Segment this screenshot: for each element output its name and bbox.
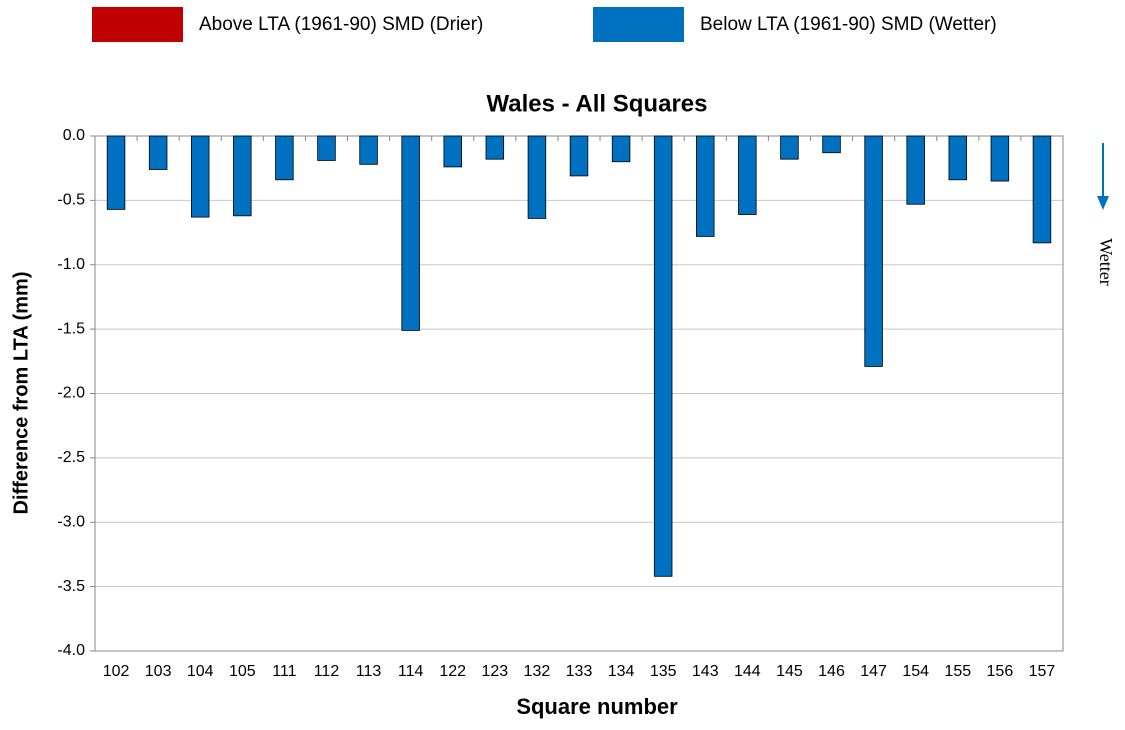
legend-swatch (593, 7, 684, 42)
x-tick-label: 144 (734, 663, 761, 680)
bar (106, 135, 126, 210)
x-tick-label: 114 (398, 663, 424, 680)
x-tick-label: 146 (818, 663, 845, 680)
x-axis-label: Square number (516, 694, 678, 719)
x-tick-label: 156 (987, 663, 1014, 680)
legend-label: Below LTA (1961-90) SMD (Wetter) (700, 14, 997, 35)
annotation: Wetter (1096, 238, 1116, 286)
x-tick-label: 112 (314, 663, 340, 680)
x-tick-label: 132 (524, 663, 551, 680)
y-axis-label: Difference from LTA (mm) (10, 272, 32, 515)
x-tick-label: 145 (776, 663, 803, 680)
x-tick-label: 111 (272, 663, 296, 680)
bar (1032, 135, 1052, 244)
x-tick-label: 104 (187, 663, 214, 680)
bar (359, 135, 378, 165)
x-tick-label: 122 (439, 663, 466, 680)
bar (990, 135, 1010, 182)
x-tick-label: 133 (566, 663, 593, 680)
bar (485, 135, 505, 160)
y-tick-label: -2.0 (57, 385, 85, 402)
x-tick-label: 155 (944, 663, 971, 680)
y-tick-label: -0.5 (57, 192, 85, 209)
x-tick-label: 103 (145, 663, 172, 680)
x-tick-label: 135 (650, 663, 677, 680)
wetter-arrowhead (1097, 196, 1109, 210)
bar (738, 135, 757, 215)
bar (527, 135, 547, 219)
legend-label: Above LTA (1961-90) SMD (Drier) (199, 14, 483, 35)
x-tick-label: 105 (229, 663, 256, 680)
x-tick-label: 147 (860, 663, 887, 680)
y-tick-label: -1.0 (57, 256, 85, 273)
legend-swatch (92, 7, 183, 42)
bar (948, 135, 968, 181)
bar (569, 135, 589, 177)
x-tick-label: 123 (481, 663, 508, 680)
y-tick-label: -2.5 (57, 449, 85, 466)
x-tick-label: 134 (608, 663, 635, 680)
chart-title: Wales - All Squares (487, 90, 708, 117)
bar (148, 135, 168, 170)
x-tick-label: 113 (356, 663, 382, 680)
bar (864, 135, 883, 367)
bar (401, 135, 420, 331)
x-tick-label: 143 (692, 663, 719, 680)
bar (653, 135, 673, 577)
y-tick-label: -3.0 (57, 513, 85, 530)
x-tick-label: 154 (902, 663, 929, 680)
y-tick-label: -1.5 (57, 320, 85, 337)
bar (906, 135, 925, 205)
y-tick-label: 0.0 (63, 127, 85, 144)
bar (696, 135, 715, 237)
bar (317, 135, 336, 161)
bar (611, 135, 631, 163)
x-tick-label: 157 (1029, 663, 1056, 680)
bar (780, 135, 799, 160)
bar (190, 135, 210, 218)
bar (233, 135, 252, 217)
y-tick-label: -4.0 (57, 642, 85, 659)
bar (822, 135, 841, 154)
bar (443, 135, 462, 168)
x-tick-label: 102 (103, 663, 130, 680)
y-tick-label: -3.5 (57, 578, 85, 595)
bar (275, 135, 294, 181)
